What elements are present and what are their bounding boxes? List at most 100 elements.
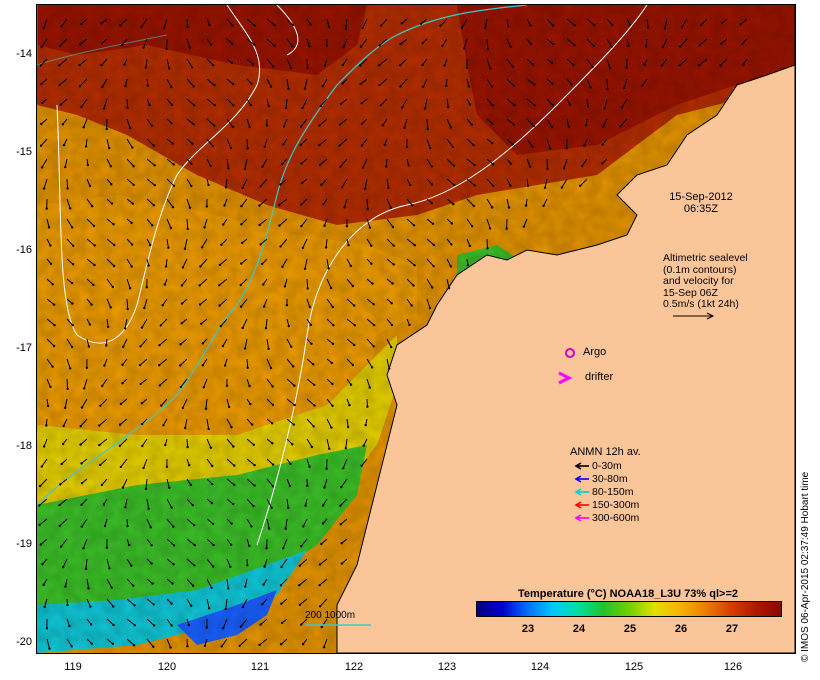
velocity-arrow-head bbox=[181, 406, 184, 410]
velocity-arrow-head bbox=[400, 22, 404, 25]
velocity-arrow bbox=[103, 98, 108, 109]
velocity-arrow bbox=[506, 138, 513, 145]
velocity-arrow-head bbox=[229, 565, 232, 568]
velocity-arrow-head bbox=[447, 287, 451, 290]
velocity-arrow bbox=[66, 358, 71, 369]
velocity-arrow-head bbox=[349, 264, 352, 268]
velocity-arrow-head bbox=[368, 226, 372, 229]
velocity-arrow-head bbox=[241, 241, 244, 245]
velocity-arrow bbox=[583, 138, 588, 146]
velocity-arrow-head bbox=[300, 225, 303, 228]
velocity-arrow-head bbox=[378, 84, 381, 87]
velocity-arrow-head bbox=[399, 85, 402, 88]
velocity-arrow bbox=[206, 138, 214, 147]
velocity-arrow-head bbox=[262, 583, 265, 586]
velocity-arrow-head bbox=[246, 564, 249, 567]
velocity-arrow-head bbox=[79, 425, 82, 428]
velocity-arrow bbox=[566, 118, 570, 127]
velocity-arrow-head bbox=[258, 204, 261, 207]
x-tick-label: 123 bbox=[437, 661, 457, 673]
velocity-arrow bbox=[422, 78, 428, 88]
velocity-arrow-head bbox=[390, 345, 393, 349]
sst-map[interactable]: 15-Sep-2012 06:35Z Altimetric sealevel (… bbox=[36, 4, 796, 654]
velocity-arrow-head bbox=[213, 124, 216, 127]
velocity-arrow bbox=[323, 478, 328, 488]
velocity-arrow-head bbox=[261, 603, 264, 606]
velocity-arrow-head bbox=[39, 144, 43, 147]
velocity-arrow bbox=[246, 498, 254, 507]
velocity-arrow bbox=[206, 158, 212, 167]
velocity-arrow-head bbox=[360, 464, 363, 467]
velocity-arrow bbox=[166, 178, 175, 187]
velocity-arrow bbox=[99, 458, 108, 466]
velocity-arrow bbox=[300, 138, 308, 146]
velocity-arrow-head bbox=[303, 267, 307, 270]
velocity-arrow-head bbox=[623, 86, 626, 90]
velocity-arrow bbox=[79, 58, 88, 66]
velocity-arrow bbox=[225, 178, 228, 188]
velocity-arrow-head bbox=[282, 125, 286, 128]
velocity-arrow-head bbox=[48, 647, 51, 650]
velocity-arrow bbox=[246, 518, 252, 527]
velocity-arrow-head bbox=[90, 303, 93, 306]
velocity-arrow bbox=[83, 378, 88, 389]
velocity-arrow-head bbox=[678, 64, 681, 67]
velocity-arrow-head bbox=[99, 463, 102, 467]
velocity-arrow bbox=[146, 198, 155, 206]
velocity-arrow bbox=[260, 618, 268, 625]
velocity-arrow bbox=[86, 298, 92, 305]
velocity-arrow-head bbox=[399, 42, 402, 46]
velocity-arrow-head bbox=[292, 365, 295, 368]
velocity-arrow bbox=[286, 38, 293, 47]
velocity-arrow-head bbox=[353, 343, 356, 347]
velocity-arrow bbox=[606, 38, 613, 47]
velocity-arrow bbox=[166, 538, 175, 546]
velocity-arrow-head bbox=[572, 63, 575, 66]
velocity-arrow bbox=[146, 578, 153, 584]
velocity-arrow-head bbox=[321, 522, 325, 525]
velocity-arrow bbox=[345, 438, 348, 449]
velocity-arrow bbox=[225, 598, 228, 609]
velocity-arrow bbox=[83, 538, 88, 549]
velocity-arrow-head bbox=[66, 603, 69, 607]
velocity-arrow-head bbox=[172, 163, 175, 166]
velocity-arrow bbox=[380, 98, 388, 106]
velocity-arrow-head bbox=[279, 245, 282, 248]
velocity-arrow bbox=[242, 598, 248, 608]
velocity-arrow-head bbox=[270, 506, 273, 509]
velocity-arrow bbox=[546, 38, 554, 45]
velocity-arrow bbox=[106, 278, 114, 288]
velocity-arrow-head bbox=[207, 427, 210, 431]
velocity-arrow bbox=[120, 398, 128, 405]
velocity-arrow bbox=[146, 158, 155, 166]
velocity-arrow bbox=[160, 398, 168, 406]
velocity-arrow-head bbox=[306, 66, 309, 70]
velocity-arrow-head bbox=[84, 567, 88, 571]
velocity-arrow bbox=[304, 78, 308, 89]
velocity-arrow-head bbox=[101, 85, 104, 89]
velocity-arrow-head bbox=[543, 186, 547, 189]
velocity-arrow-head bbox=[452, 164, 456, 168]
velocity-arrow bbox=[126, 178, 135, 186]
velocity-arrow bbox=[166, 218, 172, 229]
velocity-arrow-head bbox=[322, 646, 326, 649]
velocity-arrow bbox=[126, 638, 135, 646]
velocity-arrow-head bbox=[370, 366, 374, 369]
velocity-arrow bbox=[126, 618, 136, 626]
velocity-arrow bbox=[182, 258, 188, 268]
velocity-arrow-head bbox=[278, 203, 281, 207]
altimetry-line: and velocity for bbox=[663, 275, 734, 287]
velocity-arrow-head bbox=[439, 24, 442, 27]
velocity-arrow-head bbox=[59, 103, 63, 106]
velocity-arrow bbox=[226, 118, 234, 128]
velocity-arrow-head bbox=[253, 24, 256, 27]
velocity-arrow-head bbox=[282, 547, 285, 550]
velocity-arrow-head bbox=[573, 24, 576, 27]
velocity-arrow bbox=[120, 458, 128, 468]
velocity-arrow-head bbox=[210, 43, 213, 46]
velocity-arrow bbox=[126, 258, 133, 267]
velocity-arrow-head bbox=[322, 203, 325, 206]
velocity-arrow bbox=[146, 178, 156, 186]
velocity-arrow bbox=[240, 298, 248, 308]
velocity-arrow-head bbox=[372, 345, 375, 348]
